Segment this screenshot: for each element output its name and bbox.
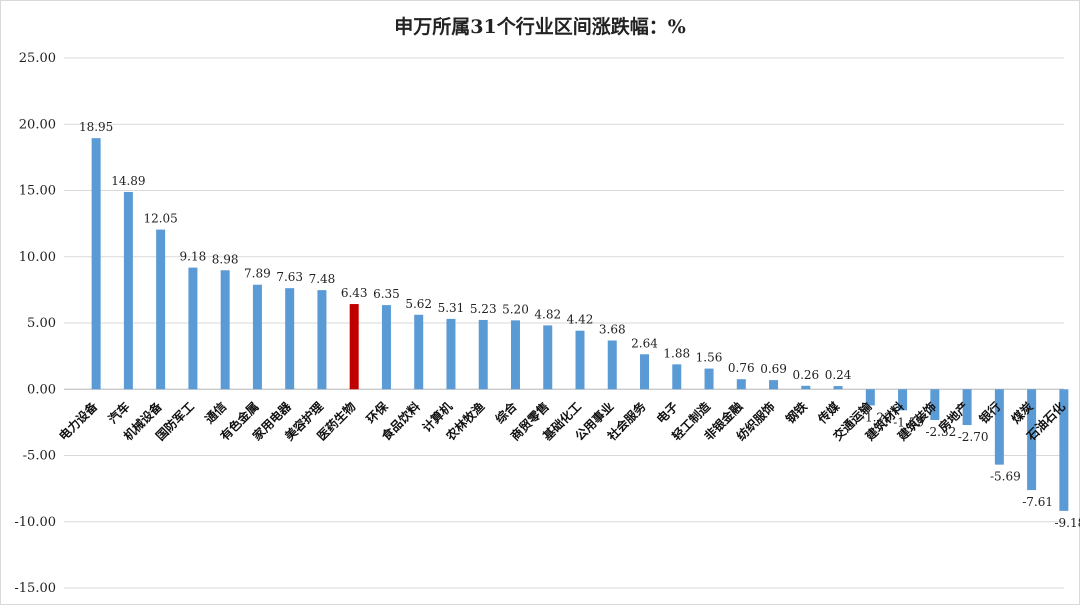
bar-通信 [220,270,230,390]
bar-商贸零售 [543,325,553,390]
bar-轻工制造 [704,368,714,390]
bar-房地产 [962,389,972,426]
data-label: -1.22 [861,410,892,424]
data-label: 5.31 [438,301,465,315]
bar-非银金融 [736,379,746,390]
category-label: 通信 [202,399,230,427]
category-label: 钢铁 [782,399,810,427]
data-label: 12.05 [143,212,177,226]
data-label: 1.88 [663,346,690,360]
bar-综合 [510,320,520,390]
category-label: 环保 [363,398,391,426]
bar-纺织服饰 [769,380,779,390]
data-label: 1.56 [696,351,723,365]
bar-电子 [672,364,682,390]
data-label: 4.82 [534,307,561,321]
category-label: 汽车 [105,399,133,427]
bar-家用电器 [285,288,295,390]
bar-计算机 [446,318,456,390]
data-label: -5.69 [990,470,1021,484]
y-tick-label: 0.00 [27,382,56,397]
data-label: 0.24 [825,368,852,382]
bar-医药生物 [349,304,359,390]
bar-石油石化 [1059,389,1069,511]
bar-汽车 [123,191,133,390]
category-label: 综合 [492,398,520,426]
y-tick-label: -5.00 [23,449,56,464]
bar-煤炭 [1027,389,1037,491]
y-tick-label: 5.00 [27,316,56,331]
data-label: -9.18 [1054,516,1080,530]
data-labels: 18.95 14.89 12.05 9.18 8.98 7.89 7.63 7.48 6.43 6… [79,120,1080,530]
y-tick-label: -10.00 [14,515,56,530]
chart-title: 申万所属31个行业区间涨跌幅：% [394,16,686,38]
data-label: -1.59 [893,415,924,429]
category-label: 电力设备 [56,398,101,443]
data-label: 4.42 [567,313,594,327]
bar-有色金属 [252,284,262,390]
data-label: 6.43 [341,286,368,300]
y-tick-label: 20.00 [19,117,56,132]
data-label: 7.63 [276,270,303,284]
data-label: 0.26 [792,368,819,382]
bar-电力设备 [91,138,101,390]
bar-农林牧渔 [478,319,488,390]
data-label: 2.64 [631,336,658,350]
data-label: 8.98 [212,252,239,266]
data-label: 3.68 [599,322,626,336]
bar-建筑装饰 [930,389,940,420]
data-label: 5.23 [470,302,497,316]
gridlines [64,57,1064,589]
data-label: 0.76 [728,361,755,375]
data-label: 14.89 [111,174,145,188]
data-label: 5.20 [502,302,529,316]
bar-交通运输 [865,389,875,406]
bar-国防军工 [188,267,198,390]
data-label: 0.69 [760,362,787,376]
bar-社会服务 [640,354,650,390]
category-label: 传媒 [814,398,843,427]
y-tick-label: 15.00 [19,184,56,199]
bars [91,138,1069,511]
data-label: 5.62 [405,297,432,311]
data-label: 7.89 [244,267,271,281]
data-label: 7.48 [309,272,336,286]
y-tick-label: 25.00 [19,51,56,66]
bar-公用事业 [607,340,617,390]
data-label: 18.95 [79,120,113,134]
bar-美容护理 [317,290,327,390]
data-label: -2.70 [958,430,989,444]
bar-银行 [994,389,1004,465]
bar-传媒 [833,386,843,390]
category-label: 电子 [653,399,681,427]
bar-机械设备 [156,229,166,390]
bar-钢铁 [801,385,811,390]
data-label: -2.32 [925,425,956,439]
data-label: 6.35 [373,287,400,301]
bar-环保 [381,305,391,390]
y-tick-label: 10.00 [19,250,56,265]
data-label: 9.18 [180,250,207,264]
y-axis-ticks: 25.00 20.00 15.00 10.00 5.00 0.00 -5.00 -10.00 -… [14,51,56,596]
y-tick-label: -15.00 [14,581,56,596]
data-label: -7.61 [1022,495,1053,509]
bar-基础化工 [575,330,585,390]
bar-食品饮料 [414,314,424,390]
bar-建筑材料 [898,389,908,411]
